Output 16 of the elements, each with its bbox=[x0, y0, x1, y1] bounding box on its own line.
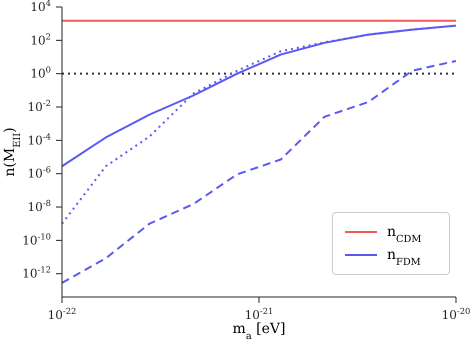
y-tick-label: 10$^{0}$ bbox=[30, 64, 51, 81]
x-tick-label: 10$^{-20}$ bbox=[442, 306, 470, 322]
y-tick-label: 10$^{-12}$ bbox=[22, 264, 51, 281]
y-tick-label: 10$^{2}$ bbox=[30, 31, 51, 48]
x-axis-title: m$_{a}$ [eV] bbox=[232, 321, 286, 341]
y-tick-label: 10$^{-8}$ bbox=[28, 198, 51, 214]
legend-label: n$_{CDM}$ bbox=[387, 224, 422, 244]
y-tick-label: 10$^{-2}$ bbox=[28, 98, 51, 114]
y-tick-label: 10$^{-4}$ bbox=[28, 131, 51, 148]
y-tick-label: 10$^{4}$ bbox=[30, 0, 51, 14]
legend-label: n$_{FDM}$ bbox=[387, 247, 421, 268]
y-tick-label: 10$^{-10}$ bbox=[22, 231, 51, 248]
line-series bbox=[62, 60, 456, 284]
x-tick-label: 10$^{-21}$ bbox=[244, 306, 274, 322]
y-tick-label: 10$^{-6}$ bbox=[28, 164, 51, 181]
x-tick-label: 10$^{-22}$ bbox=[48, 306, 76, 322]
